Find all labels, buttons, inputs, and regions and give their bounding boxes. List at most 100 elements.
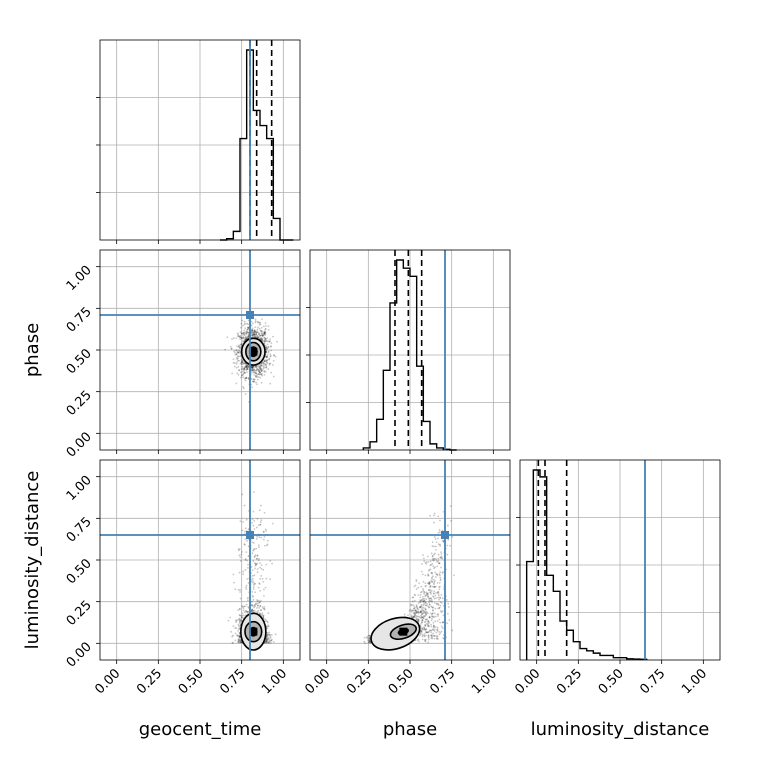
sample-point (240, 619, 242, 621)
sample-point (363, 636, 366, 639)
sample-point (421, 563, 423, 565)
sample-point (257, 333, 260, 336)
sample-point (261, 337, 264, 340)
sample-point (259, 366, 262, 369)
sample-point (419, 601, 421, 603)
sample-point (255, 526, 258, 529)
sample-point (246, 331, 248, 334)
sample-point (425, 584, 427, 587)
x-tick-label: 0.75 (637, 666, 668, 697)
sample-point (419, 599, 422, 602)
sample-point (431, 628, 434, 630)
sample-point (246, 328, 249, 331)
sample-point (427, 636, 430, 639)
x-tick-label: 0.50 (596, 666, 627, 697)
sample-point (432, 606, 434, 609)
sample-point (433, 586, 436, 589)
sample-point (244, 322, 247, 325)
x-tick-label: 0.75 (217, 666, 248, 697)
sample-point (262, 325, 265, 328)
sample-point (240, 343, 243, 346)
sample-point (259, 323, 262, 326)
sample-point (253, 555, 256, 558)
sample-point (412, 616, 415, 618)
sample-point (422, 600, 425, 603)
sample-point (420, 599, 422, 602)
sample-point (263, 364, 266, 367)
sample-point (235, 382, 238, 385)
sample-point (420, 616, 423, 619)
sample-point (261, 578, 264, 580)
x-tick-label: 0.25 (134, 666, 165, 697)
sample-point (417, 620, 420, 623)
sample-point (426, 602, 428, 605)
sample-point (238, 369, 240, 371)
sample-point (263, 544, 266, 547)
sample-point (436, 626, 439, 629)
sample-point (243, 371, 246, 374)
sample-point (258, 333, 261, 336)
sample-point (417, 638, 420, 641)
sample-point (257, 370, 260, 372)
sample-point (433, 582, 435, 585)
sample-point (252, 381, 255, 383)
sample-point (268, 340, 271, 343)
sample-point (260, 332, 263, 335)
y-axis-label-luminosity_distance: luminosity_distance (22, 471, 43, 650)
sample-point (239, 591, 241, 593)
sample-point (433, 514, 435, 517)
sample-point (258, 509, 261, 512)
sample-point (258, 612, 261, 615)
sample-point (257, 376, 260, 378)
sample-point (244, 366, 247, 368)
sample-point (259, 371, 262, 374)
sample-point (436, 574, 439, 577)
sample-point (245, 366, 248, 369)
sample-point (263, 535, 266, 538)
sample-point (438, 618, 441, 621)
sample-point (247, 366, 250, 368)
sample-point (269, 345, 272, 347)
sample-point (273, 354, 276, 357)
sample-point (238, 639, 241, 642)
sample-point (240, 368, 243, 371)
sample-point (245, 337, 248, 340)
sample-point (423, 621, 426, 624)
sample-point (262, 614, 265, 617)
sample-point (433, 625, 435, 628)
sample-point (251, 368, 254, 370)
sample-point (266, 638, 269, 640)
sample-point (428, 581, 431, 584)
density-peak (249, 627, 258, 636)
sample-point (237, 638, 240, 641)
sample-point (427, 595, 429, 598)
sample-point (432, 621, 435, 624)
sample-point (244, 338, 246, 341)
sample-point (244, 538, 247, 541)
sample-point (238, 349, 241, 352)
sample-point (433, 580, 436, 583)
sample-point (251, 330, 254, 333)
sample-point (265, 356, 268, 358)
sample-point (437, 607, 440, 610)
sample-point (439, 579, 442, 582)
sample-point (427, 638, 430, 641)
sample-point (238, 626, 241, 629)
sample-point (258, 370, 260, 373)
sample-point (237, 351, 240, 354)
sample-point (424, 595, 427, 598)
sample-point (258, 323, 261, 326)
sample-point (366, 637, 369, 640)
sample-point (429, 591, 432, 593)
sample-point (264, 328, 267, 330)
sample-point (236, 345, 238, 348)
sample-point (264, 640, 267, 643)
sample-point (265, 346, 268, 349)
sample-point (427, 597, 430, 600)
sample-point (418, 606, 421, 609)
sample-point (416, 610, 419, 613)
sample-point (251, 518, 254, 521)
sample-point (253, 574, 256, 577)
sample-point (253, 368, 256, 371)
sample-point (447, 538, 450, 541)
